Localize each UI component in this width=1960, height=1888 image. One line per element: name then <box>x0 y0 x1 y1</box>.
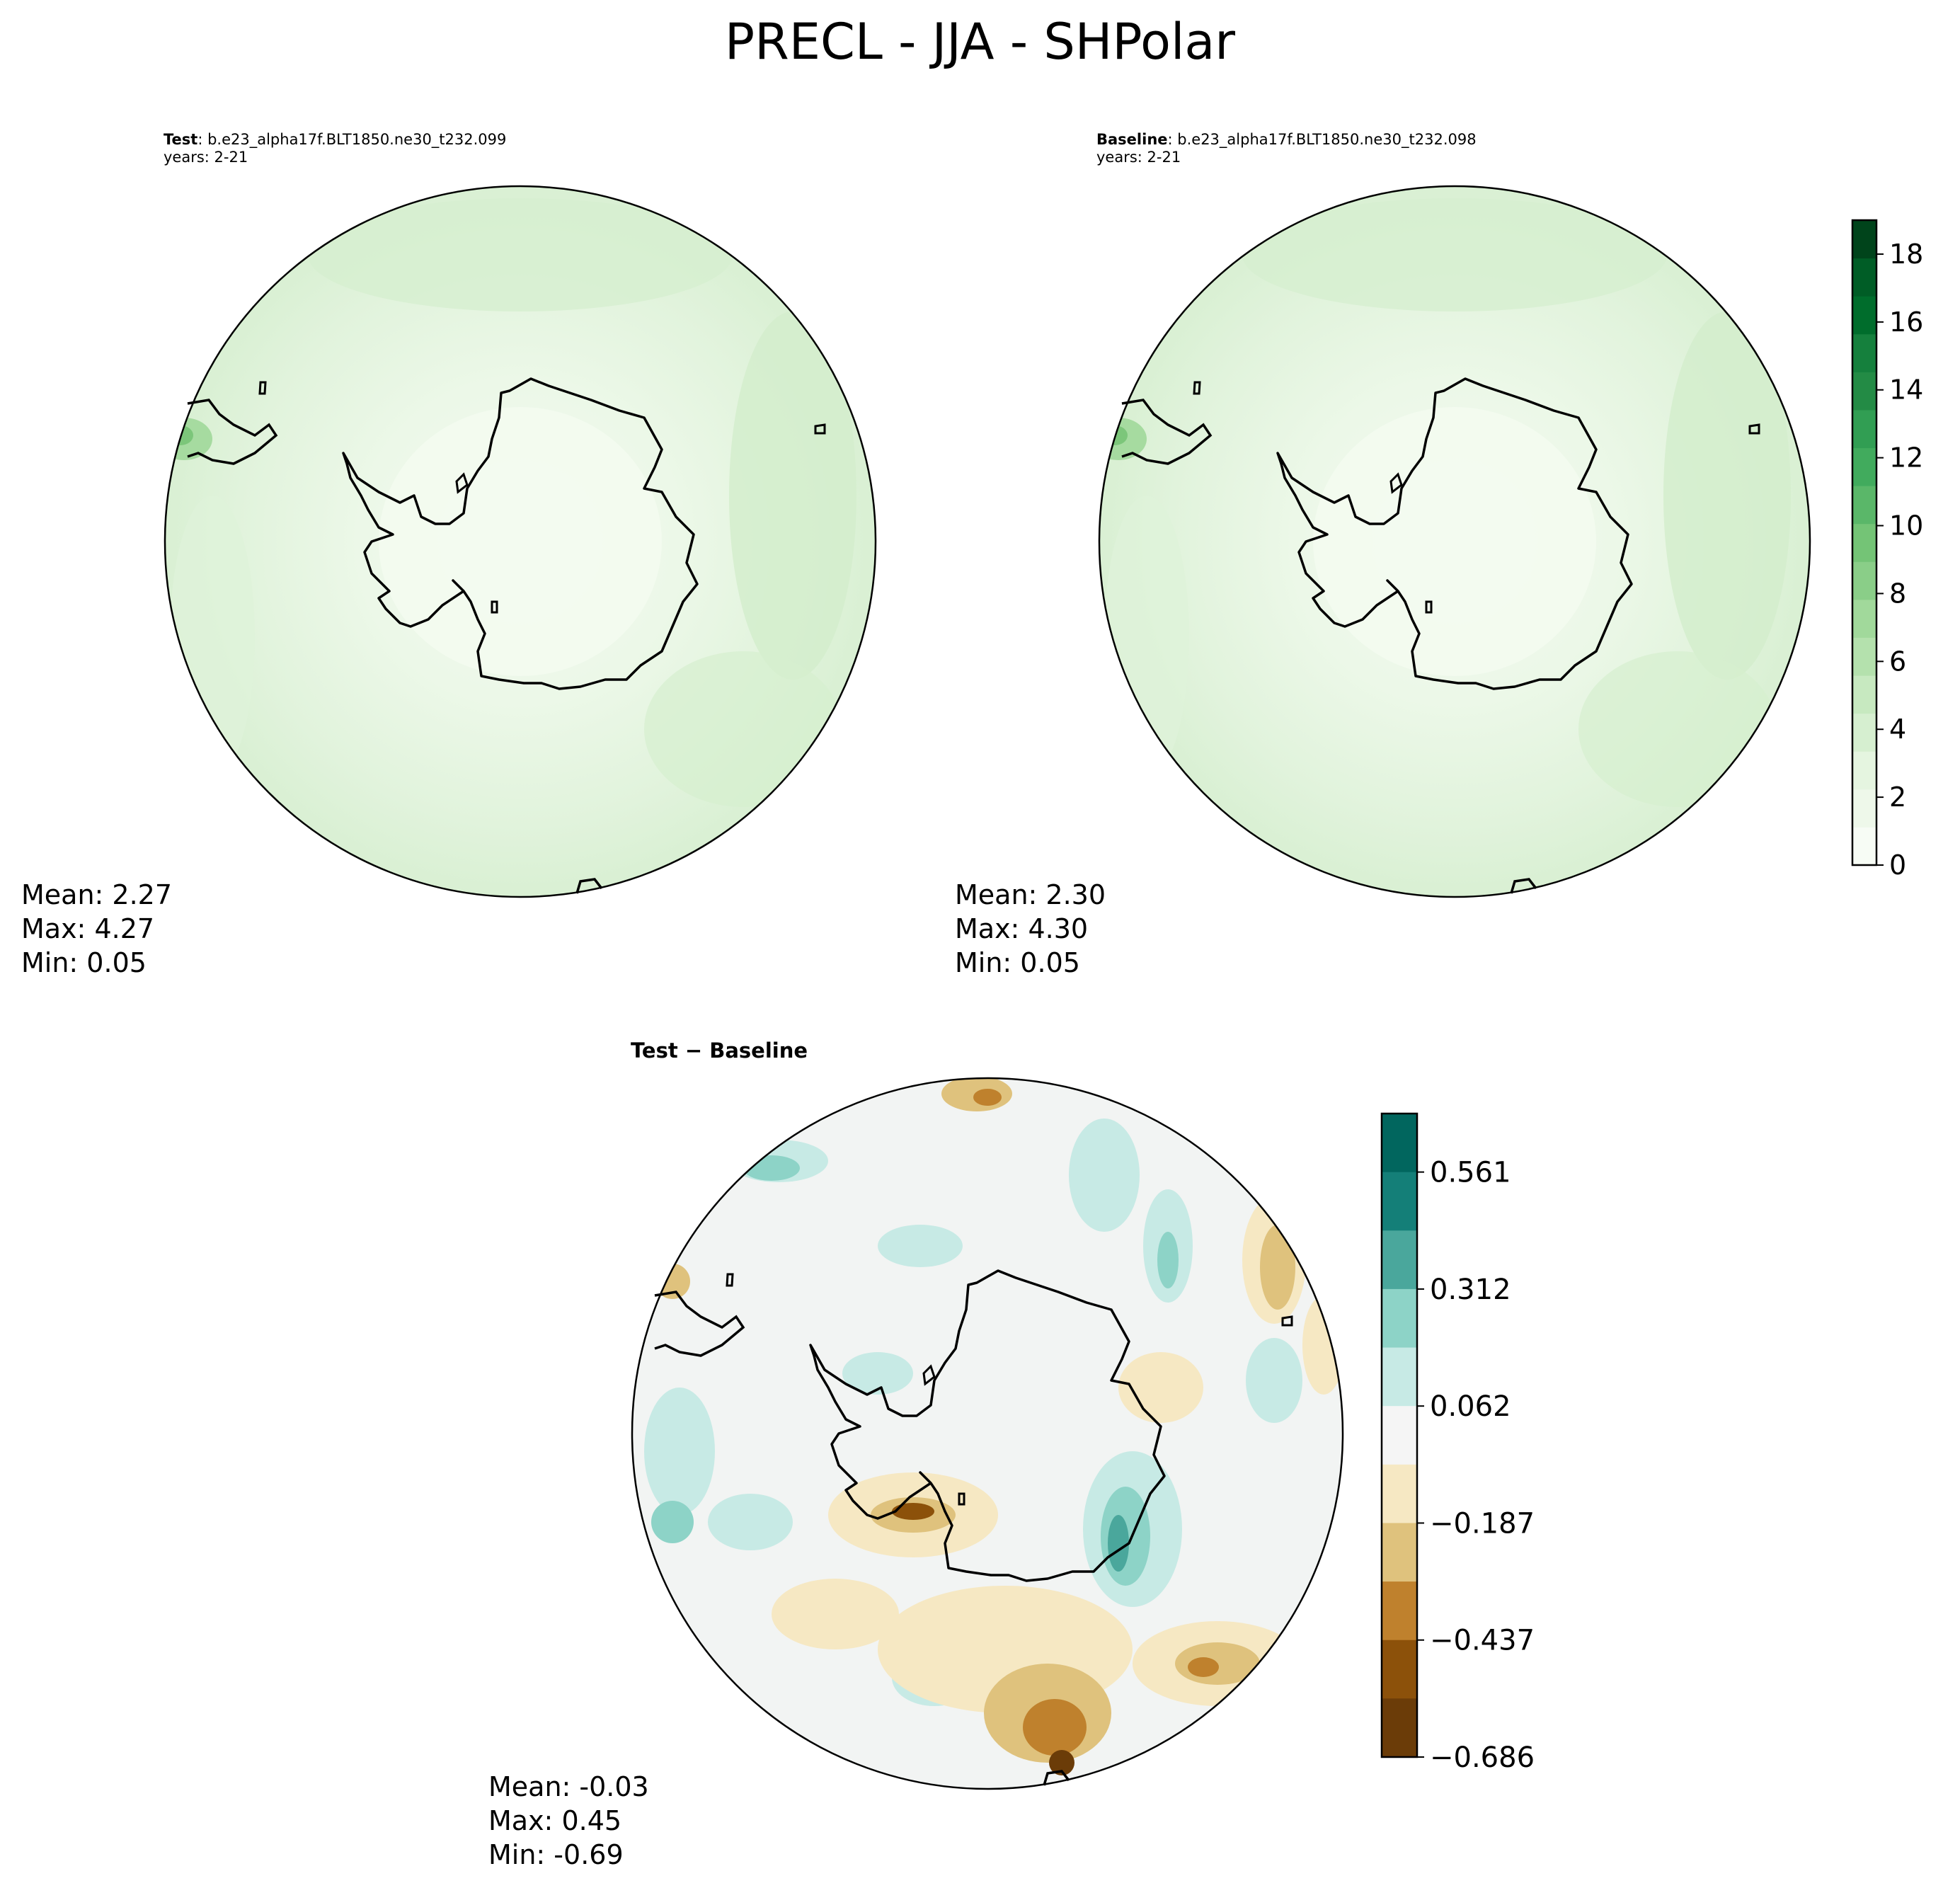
colorbar-segment <box>1382 1640 1417 1699</box>
difference-mean: Mean: -0.03 <box>488 1771 649 1802</box>
difference-max: Max: 0.45 <box>488 1805 622 1836</box>
colorbar-segment <box>1852 486 1876 525</box>
colorbar-tick-label: −0.437 <box>1430 1625 1535 1657</box>
colorbar-segment <box>1852 333 1876 372</box>
test-min: Min: 0.05 <box>21 947 147 978</box>
colorbar-tick-label: 4 <box>1889 714 1906 745</box>
test-coastline <box>187 377 826 894</box>
precip-colorbar: 0 2 4 6 8 10 12 14 16 18 <box>1851 219 1923 881</box>
colorbar-segment <box>1382 1172 1417 1231</box>
colorbar-tick-label: 18 <box>1889 239 1923 270</box>
colorbar-segment <box>1852 523 1876 562</box>
colorbar-tick-label: −0.686 <box>1430 1741 1535 1774</box>
difference-coastline <box>654 1269 1293 1786</box>
colorbar-segment <box>1382 1464 1417 1523</box>
colorbar-segment <box>1852 372 1876 411</box>
difference-stats: Mean: -0.03 Max: 0.45 Min: -0.69 <box>488 1770 649 1872</box>
test-case-name: : b.e23_alpha17f.BLT1850.ne30_t232.099 <box>197 131 507 148</box>
colorbar-segment <box>1852 220 1876 259</box>
figure-title: PRECL - JJA - SHPolar <box>724 13 1236 71</box>
colorbar-tick-label: 0.312 <box>1430 1274 1511 1306</box>
baseline-coastline <box>1121 377 1760 894</box>
difference-map <box>631 1077 1344 1790</box>
test-max: Max: 4.27 <box>21 913 155 944</box>
baseline-label: Baseline <box>1096 131 1168 148</box>
colorbar-frame <box>1851 219 1878 866</box>
colorbar-segment <box>1382 1581 1417 1641</box>
baseline-panel-header: Baseline: b.e23_alpha17f.BLT1850.ne30_t2… <box>1096 131 1477 166</box>
colorbar-segment <box>1382 1698 1417 1758</box>
colorbar-segment <box>1852 637 1876 676</box>
colorbar-segment <box>1852 827 1876 866</box>
baseline-stats: Mean: 2.30 Max: 4.30 Min: 0.05 <box>955 878 1106 980</box>
colorbar-segment <box>1382 1347 1417 1407</box>
colorbar-tick-label: 10 <box>1889 510 1923 542</box>
colorbar-tick-label: 2 <box>1889 782 1906 813</box>
test-panel-header: Test: b.e23_alpha17f.BLT1850.ne30_t232.0… <box>164 131 506 166</box>
colorbar-segment <box>1852 258 1876 297</box>
colorbar-segment <box>1852 751 1876 790</box>
colorbar-tick-label: 0 <box>1889 849 1906 881</box>
colorbar-tick-label: 0.561 <box>1430 1157 1511 1189</box>
baseline-case-name: : b.e23_alpha17f.BLT1850.ne30_t232.098 <box>1167 131 1477 148</box>
colorbar-segment <box>1382 1406 1417 1465</box>
baseline-max: Max: 4.30 <box>955 913 1089 944</box>
colorbar-frame <box>1380 1112 1419 1758</box>
colorbar-segment <box>1852 599 1876 638</box>
difference-title: Test − Baseline <box>631 1039 808 1063</box>
test-label: Test <box>164 131 198 148</box>
baseline-years: years: 2-21 <box>1096 149 1181 166</box>
colorbar-segment <box>1852 675 1876 714</box>
colorbar-tick-label: −0.187 <box>1430 1507 1535 1540</box>
colorbar-segment <box>1382 1230 1417 1290</box>
colorbar-tick-label: 12 <box>1889 442 1923 474</box>
baseline-map <box>1098 185 1811 898</box>
colorbar-segment <box>1852 561 1876 600</box>
colorbar-tick-label: 0.062 <box>1430 1390 1511 1423</box>
difference-colorbar: 0.561 0.312 0.062 −0.187 −0.437 −0.686 <box>1380 1112 1535 1774</box>
test-mean: Mean: 2.27 <box>21 879 173 910</box>
colorbar-segment <box>1852 713 1876 752</box>
colorbar-tick-label: 8 <box>1889 578 1906 609</box>
test-stats: Mean: 2.27 Max: 4.27 Min: 0.05 <box>21 878 172 980</box>
baseline-mean: Mean: 2.30 <box>955 879 1106 910</box>
colorbar-segment <box>1852 789 1876 828</box>
colorbar-segment <box>1382 1114 1417 1173</box>
colorbar-segment <box>1852 296 1876 335</box>
difference-min: Min: -0.69 <box>488 1839 624 1870</box>
test-years: years: 2-21 <box>164 149 248 166</box>
colorbar-segment <box>1382 1523 1417 1582</box>
baseline-min: Min: 0.05 <box>955 947 1080 978</box>
colorbar-tick-label: 16 <box>1889 307 1923 338</box>
colorbar-segment <box>1852 409 1876 449</box>
test-map <box>164 185 877 898</box>
colorbar-segment <box>1852 447 1876 486</box>
colorbar-tick-label: 14 <box>1889 374 1923 406</box>
colorbar-segment <box>1382 1288 1417 1349</box>
colorbar-tick-label: 6 <box>1889 646 1906 677</box>
